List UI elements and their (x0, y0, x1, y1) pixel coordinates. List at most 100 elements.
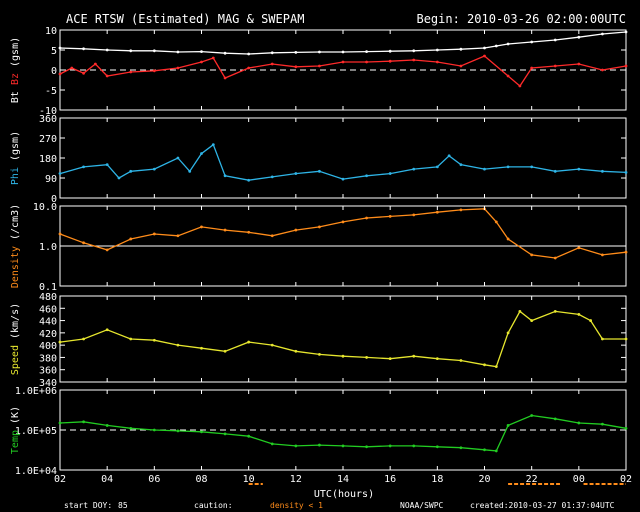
y-axis-label-part: Bz (10, 73, 21, 91)
point-density (530, 253, 534, 257)
y-tick-label: 1.0E+05 (15, 426, 57, 437)
point-temp (200, 430, 203, 434)
point-bz (70, 66, 74, 70)
point-bt (176, 50, 180, 54)
point-speed (589, 319, 593, 322)
point-phi (117, 176, 121, 180)
point-bz (211, 56, 215, 60)
point-density (553, 256, 557, 260)
chart-title: ACE RTSW (Estimated) MAG & SWEPAM (66, 12, 304, 26)
point-bz (553, 64, 557, 68)
y-tick-label: 5 (51, 46, 57, 57)
point-temp (152, 428, 156, 432)
point-speed (223, 349, 227, 353)
point-phi (624, 171, 628, 174)
point-phi (82, 165, 85, 169)
point-temp (553, 417, 557, 421)
point-temp (388, 444, 392, 448)
point-density (176, 234, 180, 238)
point-speed (518, 309, 522, 313)
point-density (388, 214, 392, 218)
point-temp (223, 432, 227, 436)
point-density (601, 253, 604, 257)
y-tick-label: 0 (51, 194, 57, 205)
series-phi (59, 143, 627, 181)
point-phi (435, 165, 439, 169)
y-axis-label-part: Speed (10, 345, 21, 375)
point-bt (459, 47, 463, 51)
point-phi (105, 163, 109, 167)
point-bt (82, 47, 85, 51)
panel-frame (59, 117, 627, 199)
y-tick-label: 0 (51, 66, 57, 77)
point-speed (553, 309, 557, 313)
point-bz (129, 70, 133, 74)
point-bt (553, 38, 557, 42)
point-bt (270, 51, 274, 55)
point-bz (601, 68, 604, 72)
point-speed (435, 357, 439, 361)
point-phi (152, 167, 156, 171)
series-density (59, 208, 627, 259)
point-temp (506, 424, 510, 427)
point-speed (530, 319, 534, 322)
point-temp (459, 446, 463, 450)
x-tick-label: 00 (573, 474, 585, 485)
y-axis-label-part: (gsm) (10, 37, 21, 73)
point-bz (93, 62, 97, 66)
point-bt (601, 32, 604, 36)
point-density (105, 248, 109, 252)
y-tick-label: 90 (45, 174, 57, 185)
point-speed (388, 357, 392, 361)
point-density (58, 232, 62, 236)
point-bz (82, 71, 85, 75)
y-tick-label: 480 (39, 292, 57, 303)
point-temp (577, 421, 581, 425)
point-bt (58, 46, 62, 50)
y-tick-label: 440 (39, 317, 57, 328)
point-speed (412, 354, 416, 358)
y-axis-label-density: Density (/cm3) (10, 204, 21, 288)
y-tick-label: 360 (39, 366, 57, 377)
point-speed (506, 331, 510, 335)
y-tick-label: 400 (39, 341, 57, 352)
x-tick-label: 10 (243, 474, 255, 485)
y-tick-label: 270 (39, 134, 57, 145)
y-tick-label: -5 (45, 86, 57, 97)
point-speed (365, 356, 368, 359)
x-tick-label: 06 (148, 474, 160, 485)
point-bz (506, 74, 510, 78)
point-bt (435, 48, 439, 52)
x-axis-label: UTC(hours) (314, 489, 374, 500)
point-phi (412, 167, 416, 171)
x-tick-label: 20 (478, 474, 490, 485)
point-bz (365, 60, 368, 64)
point-phi (294, 172, 298, 175)
point-bz (176, 66, 180, 70)
point-phi (553, 169, 557, 173)
y-axis-label-part: (/cm3) (10, 204, 21, 246)
point-speed (152, 338, 156, 342)
point-temp (318, 443, 321, 447)
point-density (82, 241, 85, 245)
point-speed (459, 359, 463, 362)
point-temp (176, 429, 180, 433)
panel-mag: 10 5 0 -5 -10 Bt Bz (gsm) (10, 26, 628, 117)
point-density (624, 250, 628, 254)
x-tick-label: 02 (620, 474, 632, 485)
point-density (506, 237, 510, 241)
y-axis-label-part: Phi (10, 167, 21, 185)
point-temp (494, 449, 498, 453)
point-density (318, 225, 321, 229)
point-phi (318, 169, 321, 173)
point-phi (223, 174, 227, 178)
point-bt (294, 51, 298, 54)
point-phi (459, 163, 463, 167)
panel-phi: 360 270 180 90 0 Phi (gsm) (10, 114, 628, 205)
point-temp (247, 434, 251, 438)
x-tick-label: 02 (54, 474, 66, 485)
x-tick-label: 16 (384, 474, 396, 485)
point-phi (365, 174, 368, 178)
